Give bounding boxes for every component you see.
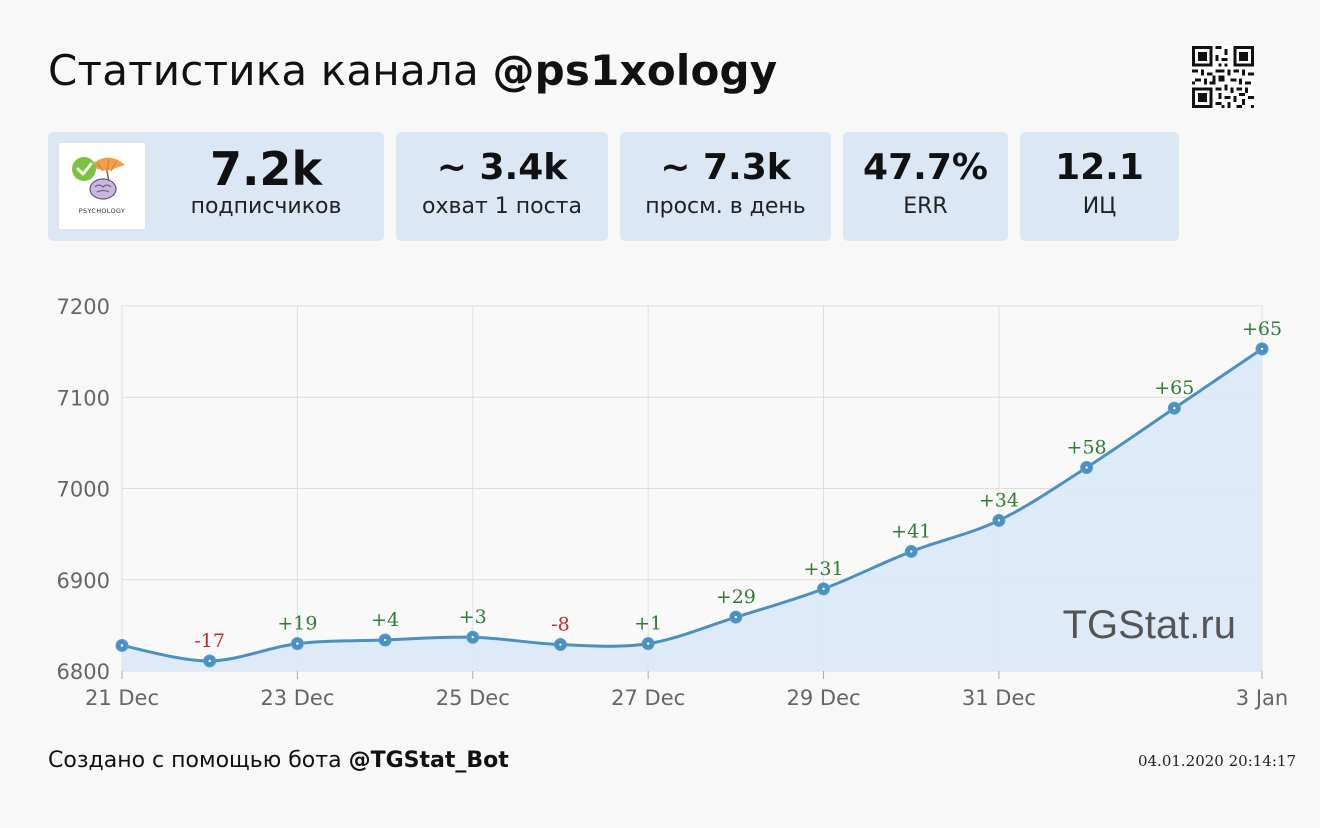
delta-label: +31 [803, 558, 843, 580]
stat-card-err: 47.7% ERR [843, 132, 1008, 241]
data-point-center [471, 636, 474, 639]
x-tick-label: 27 Dec [611, 686, 685, 710]
delta-label: +29 [716, 586, 756, 608]
channel-handle[interactable]: @ps1xology [492, 46, 778, 95]
stat-card-citation-index: 12.1 ИЦ [1020, 132, 1179, 241]
delta-label: +34 [979, 489, 1019, 511]
data-point-center [120, 644, 124, 647]
delta-label: +65 [1242, 318, 1282, 340]
series-area [122, 348, 1262, 671]
page-title: Статистика канала @ps1xology [48, 46, 777, 95]
title-prefix: Статистика канала [48, 46, 479, 95]
x-tick-label: 21 Dec [85, 686, 159, 710]
watermark: TGStat.ru [1063, 603, 1236, 647]
data-point-center [910, 550, 913, 553]
data-point-center [559, 643, 562, 646]
data-point-center [646, 642, 650, 645]
qr-code-icon [1192, 46, 1254, 108]
footer-prefix: Создано с помощью бота [48, 748, 342, 773]
data-point-center [1085, 466, 1088, 469]
delta-label: -8 [551, 614, 570, 636]
stat-value: 12.1 [1055, 147, 1144, 188]
delta-label: -17 [194, 630, 225, 652]
data-point-center [734, 615, 738, 619]
delta-label: +58 [1067, 437, 1107, 459]
stat-value: ~ 3.4k [436, 147, 568, 188]
delta-label: +19 [277, 613, 317, 635]
stat-card-reach: ~ 3.4k охват 1 поста [396, 132, 608, 241]
y-tick-label: 7200 [57, 295, 110, 319]
bot-handle[interactable]: @TGStat_Bot [348, 748, 509, 773]
stat-label: ИЦ [1082, 194, 1117, 219]
stat-label: ERR [903, 194, 948, 219]
delta-label: +41 [891, 520, 931, 542]
y-tick-label: 7100 [57, 386, 110, 410]
avatar-caption: PSYCHOLOGY [78, 207, 126, 215]
subscribers-chart: 6800 6900 7000 7100 7200 21 Dec 23 Dec 25 Dec 27… [57, 295, 1289, 710]
stat-label: просм. в день [645, 194, 806, 219]
x-tick-label: 23 Dec [260, 686, 334, 710]
data-point-center [383, 638, 387, 642]
data-point-center [1173, 407, 1176, 410]
x-tick-label: 25 Dec [436, 686, 510, 710]
data-point-center [997, 519, 1001, 522]
x-tick-label: 29 Dec [787, 686, 861, 710]
stat-card-subscribers: PSYCHOLOGY 7.2k подписчиков [48, 132, 384, 241]
data-point-center [296, 642, 299, 645]
delta-label: +65 [1154, 377, 1194, 399]
y-tick-label: 7000 [57, 478, 110, 502]
data-point-center [822, 587, 825, 591]
generated-timestamp: 04.01.2020 20:14:17 [1137, 752, 1296, 770]
stat-value: ~ 7.3k [660, 147, 791, 188]
brain-umbrella-icon [72, 157, 125, 200]
footer-credit: Создано с помощью бота @TGStat_Bot [48, 748, 509, 773]
y-tick-label: 6900 [57, 569, 110, 593]
channel-avatar: PSYCHOLOGY [58, 142, 146, 230]
delta-label: +4 [371, 609, 399, 631]
stat-label: подписчиков [190, 194, 342, 219]
y-tick-label: 6800 [57, 660, 110, 684]
x-tick-label: 31 Dec [962, 686, 1036, 710]
x-tick-label: 3 Jan [1236, 686, 1288, 710]
stat-value: 47.7% [863, 147, 988, 188]
stat-card-daily-views: ~ 7.3k просм. в день [620, 132, 831, 241]
stat-value: 7.2k [209, 142, 323, 196]
data-point-center [1260, 347, 1264, 351]
delta-label: +1 [634, 613, 662, 635]
stat-label: охват 1 поста [422, 194, 582, 219]
data-point-center [208, 659, 211, 663]
delta-label: +3 [459, 606, 487, 628]
